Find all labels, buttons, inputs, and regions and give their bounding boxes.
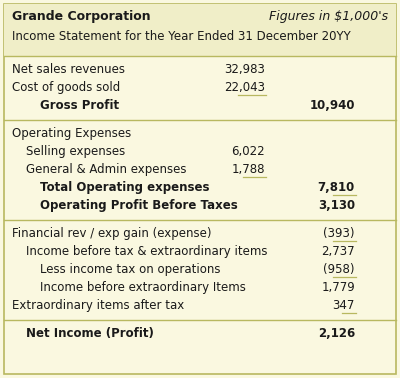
Text: 2,126: 2,126 <box>318 327 355 340</box>
Text: Grande Corporation: Grande Corporation <box>12 10 151 23</box>
Text: 6,022: 6,022 <box>231 145 265 158</box>
Text: 22,043: 22,043 <box>224 81 265 94</box>
Text: Figures in $1,000's: Figures in $1,000's <box>269 10 388 23</box>
Text: Financial rev / exp gain (expense): Financial rev / exp gain (expense) <box>12 227 212 240</box>
Bar <box>4 4 396 56</box>
Text: Gross Profit: Gross Profit <box>40 99 119 112</box>
Text: Operating Profit Before Taxes: Operating Profit Before Taxes <box>40 199 238 212</box>
Text: Cost of goods sold: Cost of goods sold <box>12 81 120 94</box>
Text: (958): (958) <box>324 263 355 276</box>
Text: Income before extraordinary Items: Income before extraordinary Items <box>40 281 246 294</box>
Text: Income before tax & extraordinary items: Income before tax & extraordinary items <box>26 245 268 258</box>
Text: 10,940: 10,940 <box>310 99 355 112</box>
Text: 3,130: 3,130 <box>318 199 355 212</box>
Text: 2,737: 2,737 <box>321 245 355 258</box>
Text: Less income tax on operations: Less income tax on operations <box>40 263 220 276</box>
Text: (393): (393) <box>324 227 355 240</box>
Text: Net sales revenues: Net sales revenues <box>12 63 125 76</box>
Text: Income Statement for the Year Ended 31 December 20YY: Income Statement for the Year Ended 31 D… <box>12 30 351 43</box>
Text: 347: 347 <box>333 299 355 312</box>
Text: Operating Expenses: Operating Expenses <box>12 127 131 140</box>
Text: 1,788: 1,788 <box>232 163 265 176</box>
Text: 7,810: 7,810 <box>318 181 355 194</box>
Text: 32,983: 32,983 <box>224 63 265 76</box>
Text: Selling expenses: Selling expenses <box>26 145 125 158</box>
Text: General & Admin expenses: General & Admin expenses <box>26 163 186 176</box>
Text: 1,779: 1,779 <box>321 281 355 294</box>
Text: Total Operating expenses: Total Operating expenses <box>40 181 210 194</box>
Text: Extraordinary items after tax: Extraordinary items after tax <box>12 299 184 312</box>
Text: Net Income (Profit): Net Income (Profit) <box>26 327 154 340</box>
